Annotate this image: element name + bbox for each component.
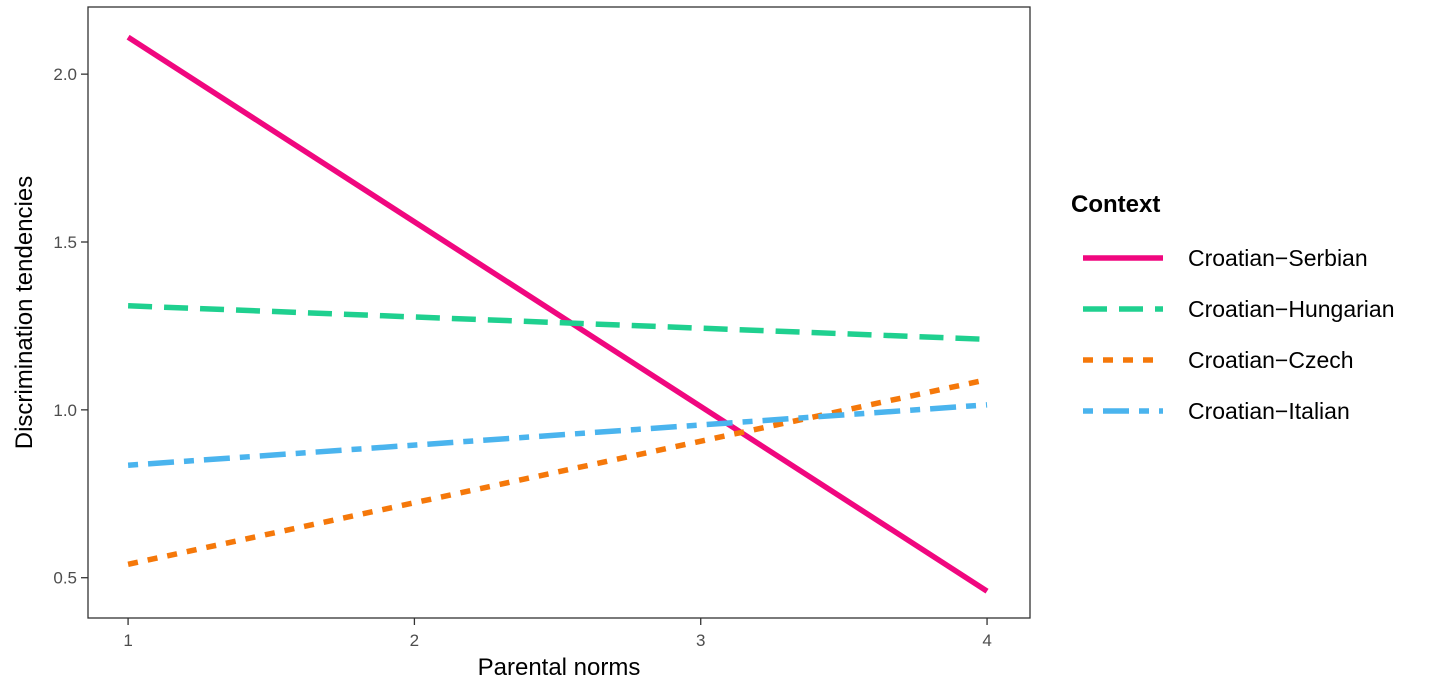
x-axis: 1 2 3 4: [123, 618, 992, 650]
x-tick-label: 1: [123, 631, 132, 650]
legend-label-3: Croatian−Czech: [1188, 347, 1354, 373]
series-line-2: [127, 303, 988, 343]
x-tick-label: 4: [982, 631, 991, 650]
x-tick-label: 3: [696, 631, 705, 650]
y-axis: 0.5 1.0 1.5 2.0: [53, 65, 88, 588]
y-tick-label: 1.5: [53, 233, 77, 252]
series-line-4: [127, 402, 988, 468]
legend-label-4: Croatian−Italian: [1188, 398, 1350, 424]
x-tick-label: 2: [410, 631, 419, 650]
y-tick-label: 0.5: [53, 569, 77, 588]
x-axis-title: Parental norms: [478, 654, 641, 681]
series-layer: [126, 34, 989, 594]
y-tick-label: 1.0: [53, 401, 77, 420]
legend: Croatian−Serbian Croatian−Hungarian Croati…: [1083, 245, 1395, 424]
legend-label-1: Croatian−Serbian: [1188, 245, 1368, 271]
series-line-3: [127, 376, 988, 567]
y-tick-label: 2.0: [53, 65, 77, 84]
plot-panel-border: [87, 6, 1031, 619]
series-line-1: [126, 34, 989, 594]
legend-label-2: Croatian−Hungarian: [1188, 296, 1395, 322]
y-axis-title: Discrimination tendencies: [11, 176, 38, 449]
legend-title: Context: [1071, 191, 1160, 218]
